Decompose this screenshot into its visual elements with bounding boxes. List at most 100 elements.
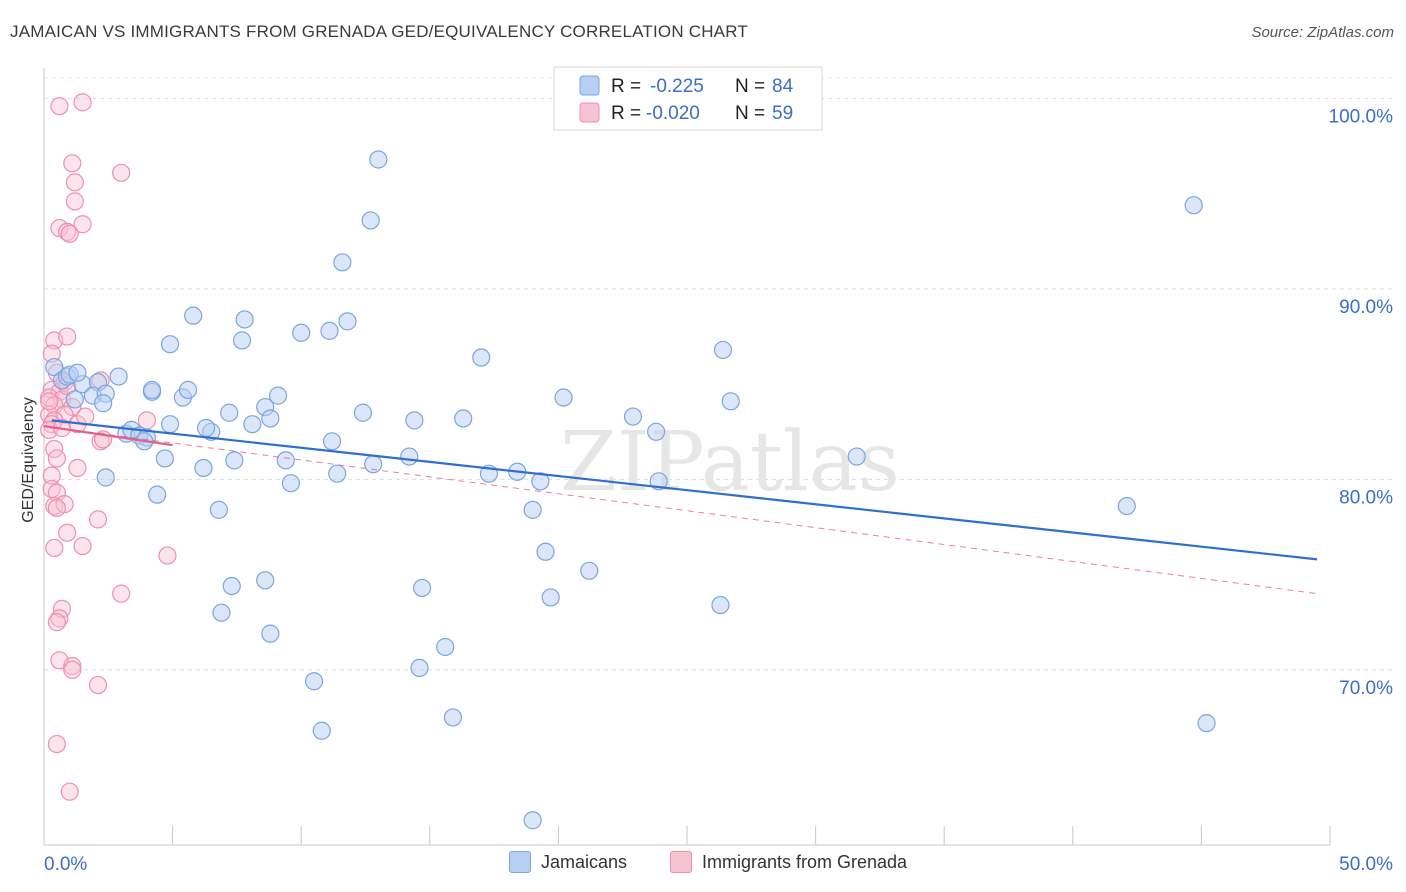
legend-swatch-jamaicans (579, 75, 600, 96)
jamaican-point (1184, 196, 1203, 215)
trend-lines (43, 419, 1318, 595)
grenada-point (88, 675, 108, 695)
grenada-trend-extension (43, 425, 1318, 595)
jamaican-point (65, 390, 84, 409)
y-axis-label: GED/Equivalency (20, 397, 37, 522)
jamaican-point (160, 335, 180, 354)
jamaican-point (454, 409, 473, 428)
jamaican-point (523, 811, 542, 830)
grenada-point (68, 458, 87, 478)
jamaican-point (412, 578, 432, 598)
jamaican-point (531, 472, 550, 491)
jamaican-point (256, 571, 275, 590)
grenada-point (65, 192, 84, 211)
jamaican-point (410, 658, 429, 678)
jamaican-point (45, 357, 64, 377)
grenada-point (91, 432, 110, 451)
jamaican-point (261, 624, 280, 643)
jamaican-point (328, 464, 347, 483)
jamaican-trend-line (51, 419, 1318, 561)
jamaican-point (292, 323, 311, 342)
grenada-point (112, 584, 131, 603)
grenada-point (73, 215, 92, 234)
grenada-trend-line (43, 424, 173, 447)
jamaican-point (721, 392, 740, 411)
jamaican-point (713, 340, 733, 360)
jamaican-point (623, 407, 643, 426)
grenada-point (88, 510, 108, 529)
grenada-point (58, 222, 77, 241)
legend-r-label-1: R = (611, 76, 641, 97)
grenada-point (42, 466, 61, 485)
y-tick-label: 90.0% (1339, 297, 1393, 318)
grenada-point (112, 163, 131, 182)
jamaican-point (1117, 496, 1136, 516)
grenada-point (65, 173, 84, 192)
jamaican-point (554, 388, 573, 407)
jamaican-point (400, 447, 419, 466)
jamaican-point (96, 468, 115, 487)
jamaican-point (304, 672, 324, 691)
jamaican-point (647, 422, 666, 441)
jamaican-point (281, 474, 301, 493)
jamaican-point (194, 458, 213, 478)
grenada-point (50, 97, 69, 116)
legend-n-value-2: 59 (772, 103, 793, 124)
jamaican-point (443, 708, 463, 727)
jamaican-point (536, 542, 555, 561)
jamaican-point (541, 588, 560, 607)
grenada-point (55, 405, 74, 424)
jamaican-point (523, 500, 542, 519)
grenada-point (40, 392, 59, 411)
y-tick-label: 80.0% (1339, 487, 1393, 508)
jamaican-point (847, 447, 866, 466)
grenada-point (158, 546, 177, 565)
jamaican-point (711, 595, 730, 615)
grenada-point (47, 613, 66, 632)
legend-top: R = -0.225 N = 84 R = -0.020 N = 59 (553, 66, 823, 131)
jamaican-point (268, 386, 288, 405)
jamaican-point (142, 380, 162, 400)
grenada-point (47, 498, 66, 518)
jamaican-point (405, 411, 424, 430)
grenada-point (63, 656, 82, 676)
jamaican-point (436, 637, 455, 657)
jamaican-point (361, 211, 380, 230)
jamaican-point (209, 500, 228, 519)
grenada-point (73, 93, 92, 112)
jamaican-point (178, 380, 198, 400)
legend-item-grenada: Immigrants from Grenada (670, 851, 907, 873)
jamaican-point (232, 331, 252, 350)
jamaican-point (320, 321, 339, 340)
jamaican-point (243, 415, 262, 434)
jamaican-point (312, 721, 331, 740)
legend-n-label-1: N = (735, 76, 765, 97)
legend-r-value-2: -0.020 (646, 103, 700, 124)
grenada-point (47, 449, 66, 468)
legend-bottom: Jamaicans Immigrants from Grenada (0, 851, 1406, 877)
legend-n-value-1: 84 (772, 76, 794, 97)
jamaican-point (353, 403, 373, 422)
jamaican-point (184, 306, 203, 325)
jamaican-point (109, 367, 128, 386)
source-label: Source: ZipAtlas.com (1251, 24, 1394, 41)
y-tick-label: 100.0% (1329, 107, 1394, 128)
axes: 70.0% 80.0% 90.0% 100.0% 0.0% 50.0% (43, 68, 1394, 875)
grenada-point (63, 660, 82, 679)
legend-label-grenada: Immigrants from Grenada (702, 851, 908, 872)
jamaican-point (160, 415, 180, 434)
grenada-point (45, 538, 64, 558)
grenada-point (63, 154, 82, 173)
jamaican-point (369, 150, 388, 169)
jamaican-point (235, 310, 254, 329)
gridlines (44, 77, 1393, 671)
grenada-point (58, 327, 77, 346)
chart-title: JAMAICAN VS IMMIGRANTS FROM GRENADA GED/… (10, 22, 748, 41)
jamaican-point (1197, 714, 1216, 733)
jamaican-point (225, 451, 244, 470)
grenada-point (58, 523, 77, 542)
jamaican-point (364, 455, 383, 474)
jamaicans-swatch (509, 851, 531, 873)
jamaican-point (212, 603, 231, 622)
